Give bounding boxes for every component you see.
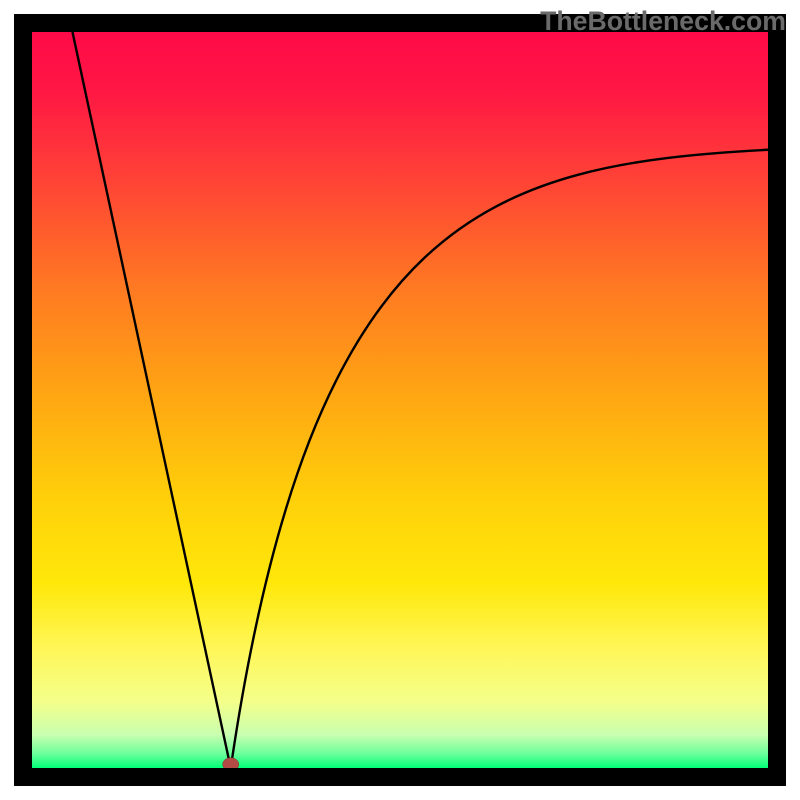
figure-container: TheBottleneck.com — [0, 0, 800, 800]
watermark-text: TheBottleneck.com — [540, 6, 786, 37]
plot-border — [14, 14, 786, 786]
